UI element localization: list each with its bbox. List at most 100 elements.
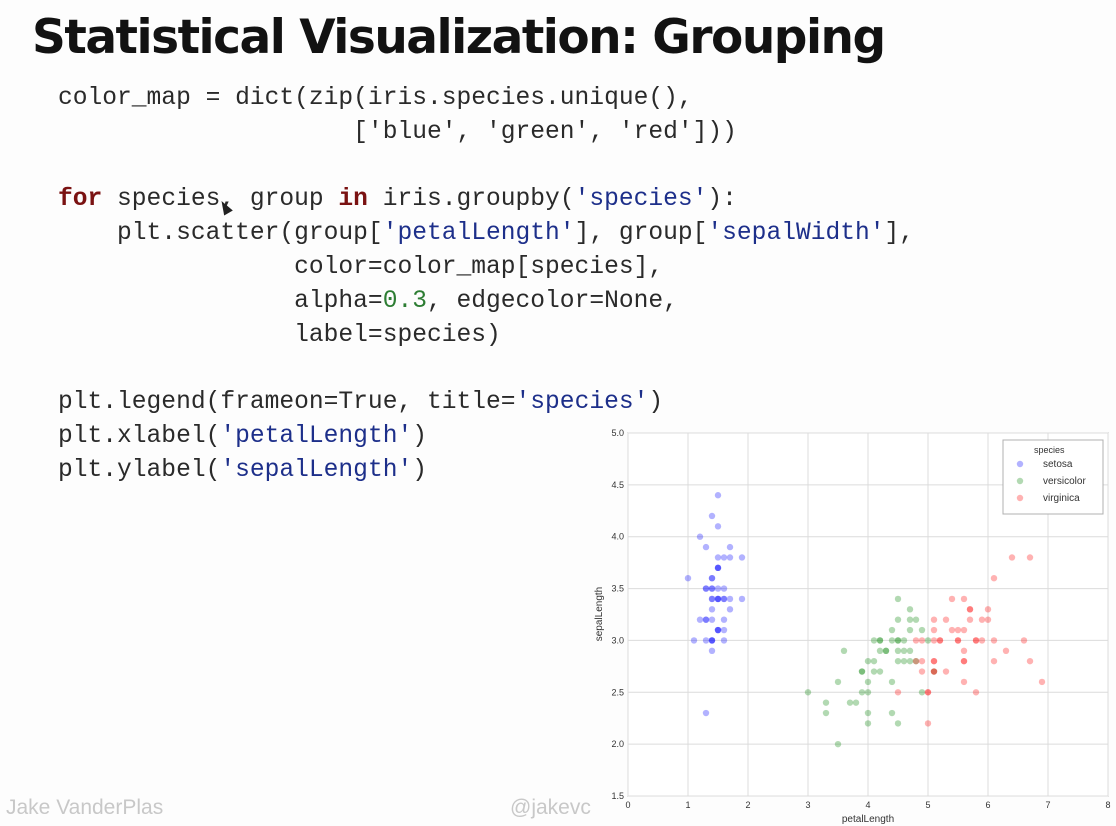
- data-point-setosa: [702, 616, 710, 623]
- code-token: alpha=: [58, 287, 383, 315]
- y-tick-label: 2.0: [611, 739, 624, 749]
- footer-handle: @jakevc: [510, 796, 591, 819]
- data-point-versicolor: [822, 709, 830, 717]
- data-point-virginica: [930, 668, 938, 675]
- x-axis-label: petalLength: [842, 814, 894, 825]
- data-point-virginica: [978, 616, 986, 623]
- data-point-setosa: [720, 585, 728, 592]
- data-point-versicolor: [876, 637, 884, 644]
- x-tick-label: 2: [745, 800, 750, 810]
- y-tick-label: 5.0: [611, 428, 624, 438]
- code-token: ): [648, 389, 664, 417]
- data-point-setosa: [714, 564, 722, 572]
- data-point-virginica: [1020, 637, 1028, 644]
- code-line: plt.xlabel('petalLength'): [58, 422, 427, 452]
- data-point-versicolor: [876, 647, 884, 654]
- footer-author: Jake VanderPlas: [6, 796, 164, 819]
- data-point-versicolor: [900, 647, 908, 654]
- legend-marker-setosa: [1016, 460, 1024, 468]
- data-point-versicolor: [864, 689, 872, 696]
- data-point-virginica: [894, 689, 902, 696]
- data-point-virginica: [924, 689, 932, 696]
- y-tick-label: 4.5: [611, 480, 624, 490]
- data-point-virginica: [924, 689, 932, 696]
- code-token: plt.xlabel(: [58, 423, 221, 450]
- data-point-virginica: [948, 595, 956, 603]
- data-point-virginica: [966, 606, 974, 613]
- code-token: ):: [707, 186, 737, 214]
- code-token: for: [58, 186, 103, 214]
- legend-label-setosa: setosa: [1043, 459, 1073, 470]
- data-point-virginica: [912, 657, 920, 665]
- data-point-setosa: [708, 595, 716, 603]
- code-token: plt.legend(frameon=True, title=: [58, 389, 516, 417]
- data-point-setosa: [702, 543, 710, 551]
- data-point-setosa: [738, 554, 746, 561]
- data-point-virginica: [912, 637, 920, 644]
- code-line: plt.ylabel('sepalLength'): [58, 456, 427, 486]
- data-point-setosa: [708, 585, 716, 592]
- data-point-virginica: [972, 637, 980, 644]
- data-point-setosa: [708, 595, 716, 603]
- data-point-versicolor: [882, 647, 890, 654]
- data-point-versicolor: [888, 637, 896, 644]
- data-point-virginica: [960, 657, 968, 665]
- data-point-setosa: [708, 606, 716, 613]
- data-point-versicolor: [906, 616, 914, 623]
- data-point-virginica: [972, 637, 980, 644]
- legend-box: [1002, 439, 1104, 515]
- data-point-setosa: [714, 523, 722, 530]
- data-point-versicolor: [846, 699, 854, 706]
- data-point-virginica: [1008, 554, 1016, 561]
- data-point-virginica: [936, 637, 944, 644]
- data-point-virginica: [930, 657, 938, 665]
- data-point-setosa: [714, 585, 722, 592]
- data-point-setosa: [696, 533, 704, 540]
- code-line: ['blue', 'green', 'red'])): [58, 118, 737, 148]
- code-token: 'species': [574, 186, 708, 214]
- data-point-virginica: [930, 657, 938, 665]
- data-point-versicolor: [858, 668, 866, 675]
- grid: [627, 432, 1109, 797]
- code-token: iris.groupby(: [367, 186, 575, 214]
- data-point-setosa: [714, 564, 722, 572]
- data-point-virginica: [990, 637, 998, 644]
- code-line: alpha=0.3, edgecolor=None,: [58, 287, 678, 317]
- data-point-versicolor: [804, 689, 812, 696]
- data-point-versicolor: [894, 637, 902, 644]
- code-token: ['blue', 'green', 'red'])): [58, 118, 737, 146]
- data-point-versicolor: [918, 626, 926, 634]
- data-point-versicolor: [912, 657, 920, 665]
- data-point-versicolor: [924, 637, 932, 644]
- data-point-virginica: [954, 637, 962, 644]
- data-point-virginica: [930, 616, 938, 623]
- data-point-virginica: [960, 626, 968, 634]
- data-point-versicolor: [888, 626, 896, 634]
- code-line: plt.scatter(group['petalLength'], group[…: [58, 219, 914, 249]
- data-point-versicolor: [834, 740, 842, 748]
- code-token: ], group[: [574, 220, 708, 248]
- data-point-versicolor: [834, 678, 842, 686]
- data-point-versicolor: [858, 689, 866, 696]
- x-tick-label: 1: [685, 800, 690, 810]
- data-point-versicolor: [894, 720, 902, 727]
- data-point-virginica: [990, 575, 998, 582]
- code-line: for species, group in iris.groupby('spec…: [58, 185, 737, 215]
- code-token: 'sepalWidth': [707, 220, 885, 248]
- chart-svg: 0 1 2 3 4 5 6 7 8 1.5 2.0 2.5 3.0 3.5 4.0 4.5 5.0 petalL…: [594, 428, 1111, 825]
- legend: species setosa versicolor virginica: [1002, 439, 1104, 515]
- data-point-setosa: [720, 637, 728, 644]
- data-point-setosa: [714, 626, 722, 634]
- data-point-setosa: [702, 585, 710, 592]
- data-point-setosa: [726, 606, 734, 613]
- data-point-setosa: [720, 595, 728, 603]
- data-point-versicolor: [894, 595, 902, 603]
- data-point-versicolor: [894, 616, 902, 623]
- data-point-setosa: [720, 616, 728, 623]
- data-point-versicolor: [906, 647, 914, 654]
- data-point-virginica: [948, 626, 956, 634]
- data-point-virginica: [1026, 657, 1034, 665]
- x-tick-label: 6: [985, 800, 990, 810]
- data-point-virginica: [960, 647, 968, 654]
- data-point-versicolor: [888, 678, 896, 686]
